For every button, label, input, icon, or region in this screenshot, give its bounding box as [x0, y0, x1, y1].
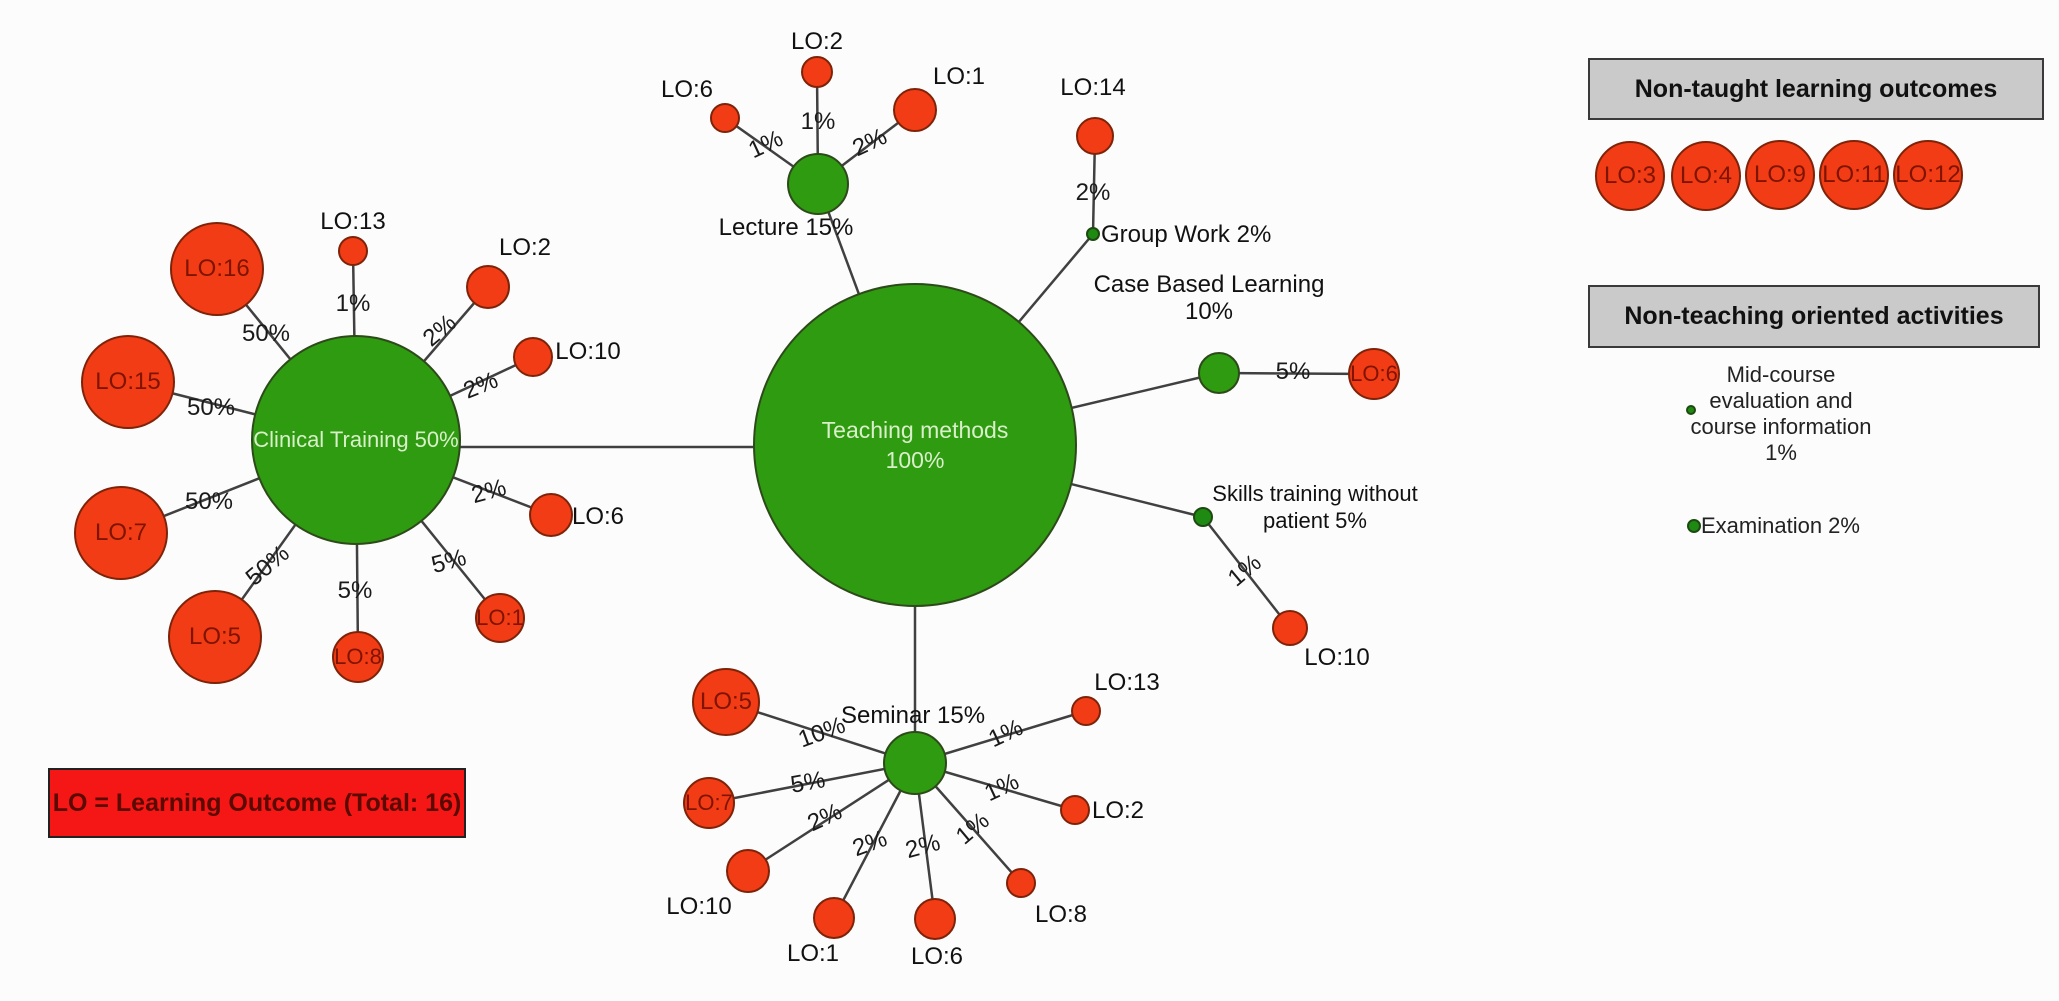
clinical-lo13-pct: 1% [335, 290, 371, 317]
lecture-lo2-outer-label: LO:2 [790, 28, 844, 55]
seminar-lo2-outer-label: LO:2 [1091, 797, 1145, 824]
case-based-lo6-circle: LO:6 [1348, 348, 1400, 400]
non-taught-lo11-circle: LO:11 [1819, 140, 1889, 210]
clinical-lo16-label: LO:16 [184, 255, 250, 282]
clinical-lo8-label: LO:8 [334, 644, 382, 669]
clinical-lo13-outer-label: LO:13 [320, 208, 386, 235]
non-taught-lo12-label: LO:12 [1895, 161, 1961, 188]
clinical-lo13-circle [338, 236, 368, 266]
clinical-lo5-circle: LO:5 [168, 590, 262, 684]
seminar-lo1-circle [813, 897, 855, 939]
clinical-lo6-circle [529, 493, 573, 537]
non-teaching-header: Non-teaching oriented activities [1588, 285, 2040, 348]
group-work-lo14-circle [1076, 117, 1114, 155]
clinical-lo2-outer-label: LO:2 [498, 234, 552, 261]
seminar-lo7-label: LO:7 [685, 790, 733, 815]
lecture-lo6-circle [710, 103, 740, 133]
seminar-lo13-outer-label: LO:13 [1094, 669, 1160, 696]
mid-course-node [1686, 405, 1696, 415]
skills-training-node [1193, 507, 1213, 527]
clinical-lo1-label: LO:1 [476, 605, 524, 630]
seminar-lo8-circle [1006, 868, 1036, 898]
clinical-lo15-circle: LO:15 [81, 335, 175, 429]
clinical-lo16-circle: LO:16 [170, 222, 264, 316]
clinical-lo15-label: LO:15 [95, 368, 161, 395]
non-taught-lo4-label: LO:4 [1679, 162, 1733, 189]
mid-course-line3: course information [1690, 414, 1872, 439]
clinical-lo8-circle: LO:8 [332, 631, 384, 683]
clinical-lo7-label: LO:7 [94, 519, 148, 546]
case-based-line2: 10% [1184, 298, 1234, 325]
seminar-lo7-pct: 5% [788, 766, 828, 799]
seminar-lo5-circle: LO:5 [692, 668, 760, 736]
case-based-line1: Case Based Learning [1093, 271, 1325, 298]
non-taught-header: Non-taught learning outcomes [1588, 58, 2044, 120]
non-taught-lo3-circle: LO:3 [1595, 141, 1665, 211]
group-work-node [1086, 227, 1100, 241]
examination-node [1687, 519, 1701, 533]
clinical-lo5-label: LO:5 [188, 623, 242, 650]
lecture-lo1-circle [893, 88, 937, 132]
lecture-lo2-pct: 1% [800, 108, 836, 135]
case-based-learning-node [1198, 352, 1240, 394]
non-taught-lo3-label: LO:3 [1603, 162, 1657, 189]
clinical-lo7-pct: 50% [184, 488, 234, 515]
clinical-lo16-pct: 50% [241, 320, 291, 347]
non-taught-lo9-circle: LO:9 [1745, 140, 1815, 210]
seminar-lo1-outer-label: LO:1 [786, 940, 840, 967]
seminar-lo2-circle [1060, 795, 1090, 825]
seminar-lo13-circle [1071, 696, 1101, 726]
non-taught-lo4-circle: LO:4 [1671, 141, 1741, 211]
group-work-lo14-outer-label: LO:14 [1060, 74, 1126, 101]
clinical-lo15-pct: 50% [186, 394, 236, 421]
case-based-learning-label: Case Based Learning 10% [1094, 271, 1325, 325]
lecture-hub-label: Lecture 15% [718, 214, 854, 241]
non-taught-lo12-circle: LO:12 [1893, 140, 1963, 210]
clinical-lo1-circle: LO:1 [475, 593, 525, 643]
seminar-lo10-outer-label: LO:10 [666, 893, 732, 920]
non-taught-lo11-label: LO:11 [1822, 161, 1886, 188]
skills-lo10-circle [1272, 610, 1308, 646]
seminar-lo8-outer-label: LO:8 [1034, 901, 1088, 928]
lecture-lo2-circle [801, 56, 833, 88]
group-work-lo14-pct: 2% [1075, 179, 1111, 206]
teaching-methods-label: Teaching methods 100% [821, 417, 1009, 473]
seminar-lo5-label: LO:5 [699, 688, 753, 715]
seminar-lo7-circle: LO:7 [683, 777, 735, 829]
seminar-lo10-circle [726, 849, 770, 893]
mid-course-label: Mid-course evaluation and course informa… [1691, 362, 1872, 466]
legend-box: LO = Learning Outcome (Total: 16) [48, 768, 466, 838]
case-based-lo6-pct: 5% [1275, 358, 1311, 385]
seminar-lo6-circle [914, 898, 956, 940]
mid-course-line1: Mid-course [1726, 362, 1836, 387]
non-taught-lo9-label: LO:9 [1753, 161, 1807, 188]
group-work-label: Group Work 2% [1101, 221, 1272, 248]
skills-line1: Skills training without [1212, 481, 1418, 506]
clinical-training-label: Clinical Training 50% [253, 427, 459, 452]
seminar-lo6-outer-label: LO:6 [910, 943, 964, 970]
lecture-hub [787, 153, 849, 215]
lecture-lo1-outer-label: LO:1 [932, 63, 986, 90]
clinical-lo7-circle: LO:7 [74, 486, 168, 580]
mid-course-line2: evaluation and [1709, 388, 1853, 413]
skills-lo10-outer-label: LO:10 [1304, 644, 1370, 671]
mid-course-line4: 1% [1765, 440, 1797, 465]
clinical-lo8-pct: 5% [337, 577, 373, 604]
skills-training-label: Skills training without patient 5% [1212, 480, 1417, 534]
case-based-lo6-label: LO:6 [1350, 361, 1398, 386]
clinical-lo10-circle [513, 337, 553, 377]
teaching-methods-hub: Teaching methods 100% [753, 283, 1077, 607]
clinical-training-hub: Clinical Training 50% [251, 335, 461, 545]
skills-line2: patient 5% [1263, 508, 1367, 533]
lecture-lo6-outer-label: LO:6 [660, 76, 714, 103]
clinical-lo2-circle [466, 265, 510, 309]
clinical-lo10-outer-label: LO:10 [555, 338, 621, 365]
examination-label: Examination 2% [1701, 513, 1860, 538]
clinical-lo6-outer-label: LO:6 [571, 503, 625, 530]
seminar-hub-label: Seminar 15% [840, 702, 986, 729]
seminar-hub [883, 731, 947, 795]
